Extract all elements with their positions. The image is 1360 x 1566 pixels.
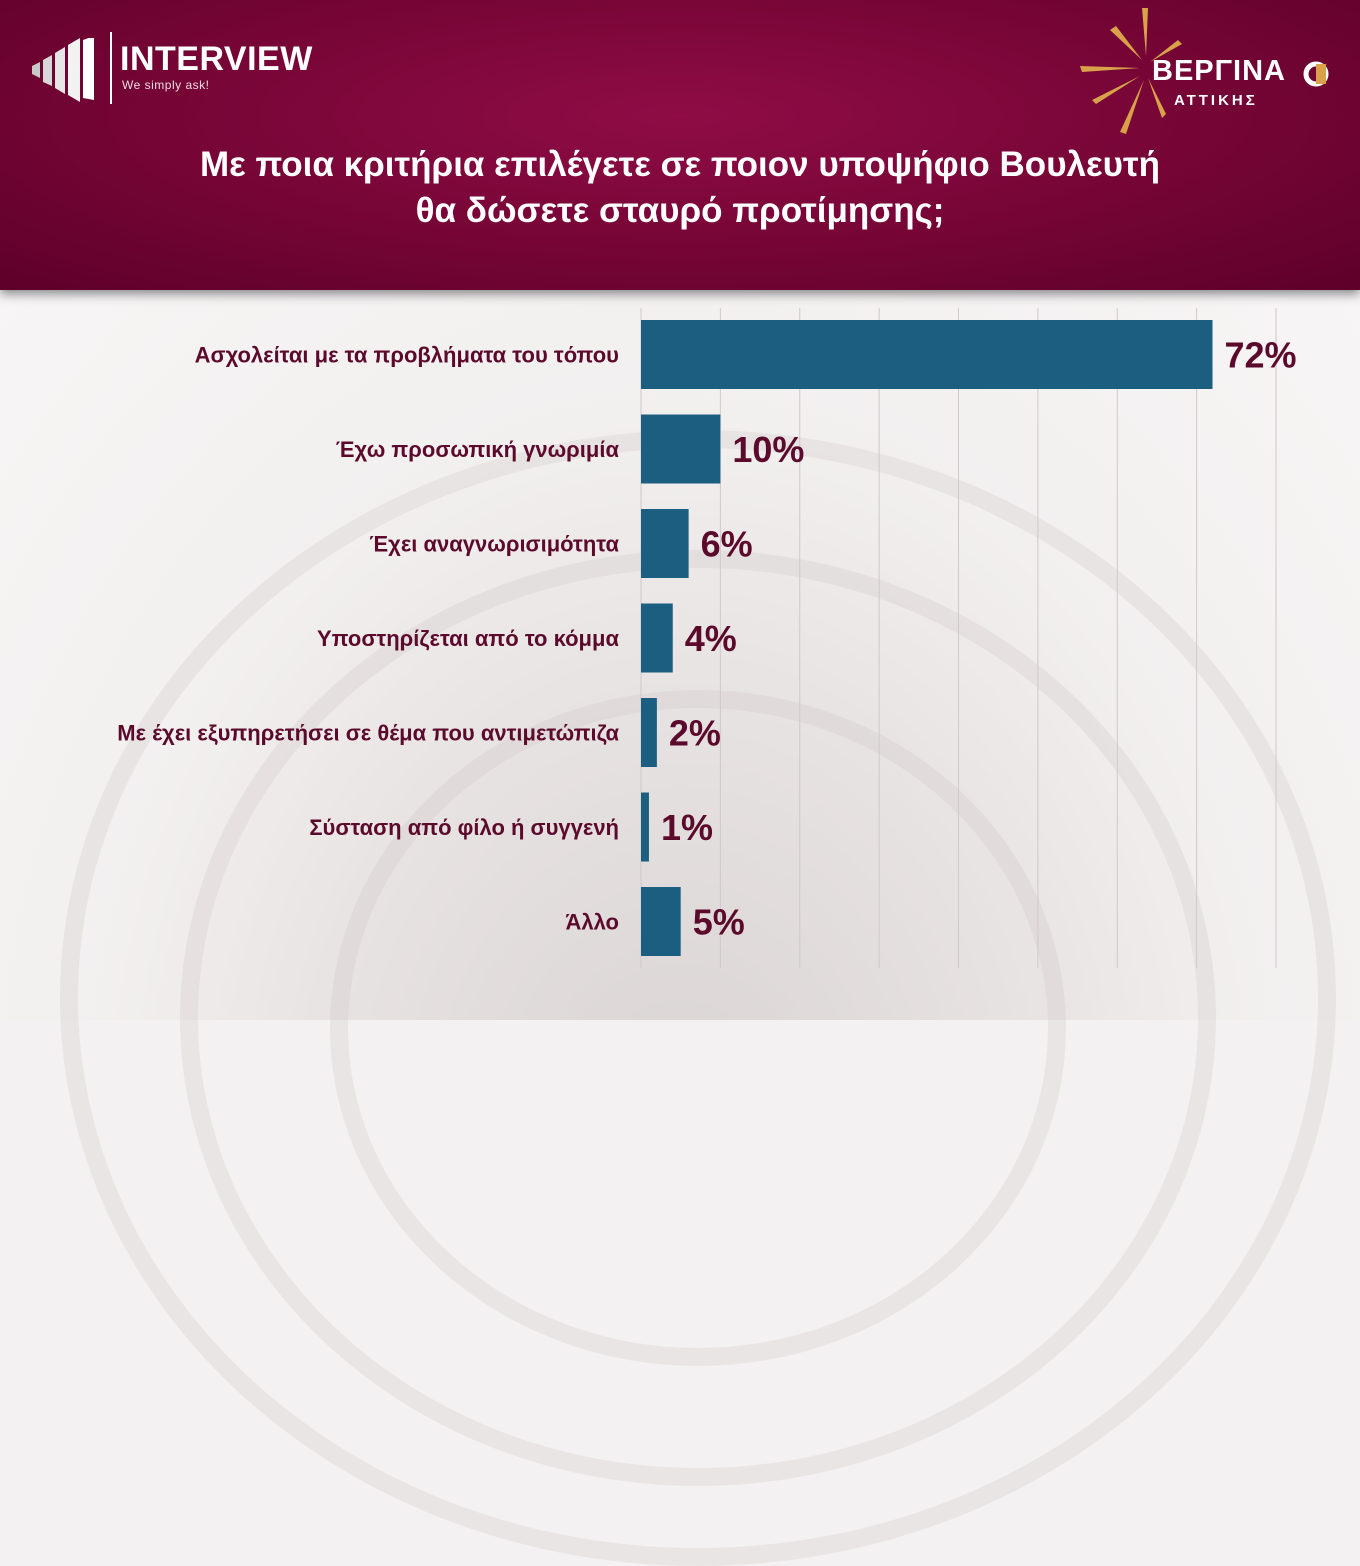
category-label: Σύσταση από φίλο ή συγγενή (309, 815, 619, 840)
logo-divider (110, 32, 112, 104)
value-label: 5% (693, 902, 745, 943)
value-label: 4% (685, 618, 737, 659)
sun-rays-icon (1080, 8, 1182, 134)
chart-bars (641, 320, 1213, 956)
bars-logo-icon (32, 38, 94, 102)
chart-category-labels: Ασχολείται με τα προβλήματα του τόπου Έχω… (117, 343, 619, 935)
value-label: 6% (701, 524, 753, 565)
title-line-1: Με ποια κριτήρια επιλέγετε σε ποιον υποψ… (199, 145, 1161, 184)
category-label: Με έχει εξυπηρετήσει σε θέμα που αντιμετ… (117, 721, 619, 746)
value-label: 1% (661, 807, 713, 848)
page-title: Με ποια κριτήρια επιλέγετε σε ποιον υποψ… (0, 142, 1360, 234)
category-label: Υποστηρίζεται από το κόμμα (317, 626, 619, 651)
category-label: Έχει αναγνωρισιμότητα (369, 532, 619, 557)
vergina-logo: ΒΕΡΓΙΝΑ ΑΤΤΙΚΗΣ (1070, 0, 1350, 140)
bar (641, 887, 681, 956)
value-label: 72% (1225, 335, 1297, 376)
bar (641, 509, 689, 578)
vergina-logo-sub: ΑΤΤΙΚΗΣ (1174, 92, 1258, 109)
header-banner: INTERVIEW We simply ask! ΒΕΡΓΙΝΑ ΑΤΤΙΚΗΣ… (0, 0, 1360, 290)
bar (641, 320, 1213, 389)
bar (641, 414, 721, 484)
category-label: Άλλο (565, 910, 619, 935)
value-label: 10% (732, 429, 804, 470)
category-label: Έχω προσωπική γνωριμία (336, 437, 620, 462)
bar-chart: Ασχολείται με τα προβλήματα του τόπου Έχω… (117, 308, 1297, 968)
interview-logo-tagline: We simply ask! (122, 78, 210, 92)
category-label: Ασχολείται με τα προβλήματα του τόπου (195, 343, 619, 368)
bar (641, 792, 649, 862)
interview-logo: INTERVIEW We simply ask! (30, 30, 330, 110)
title-line-2: θα δώσετε σταυρό προτίμησης; (415, 191, 945, 230)
value-label: 2% (669, 713, 721, 754)
vergina-logo-name: ΒΕΡΓΙΝΑ (1152, 55, 1287, 87)
bar (641, 603, 673, 673)
vergina-mark-icon (1303, 61, 1329, 87)
chart-value-labels: 72% 10% 6% 4% 2% 1% 5% (661, 335, 1297, 943)
bar (641, 698, 657, 767)
interview-logo-name: INTERVIEW (120, 40, 313, 78)
